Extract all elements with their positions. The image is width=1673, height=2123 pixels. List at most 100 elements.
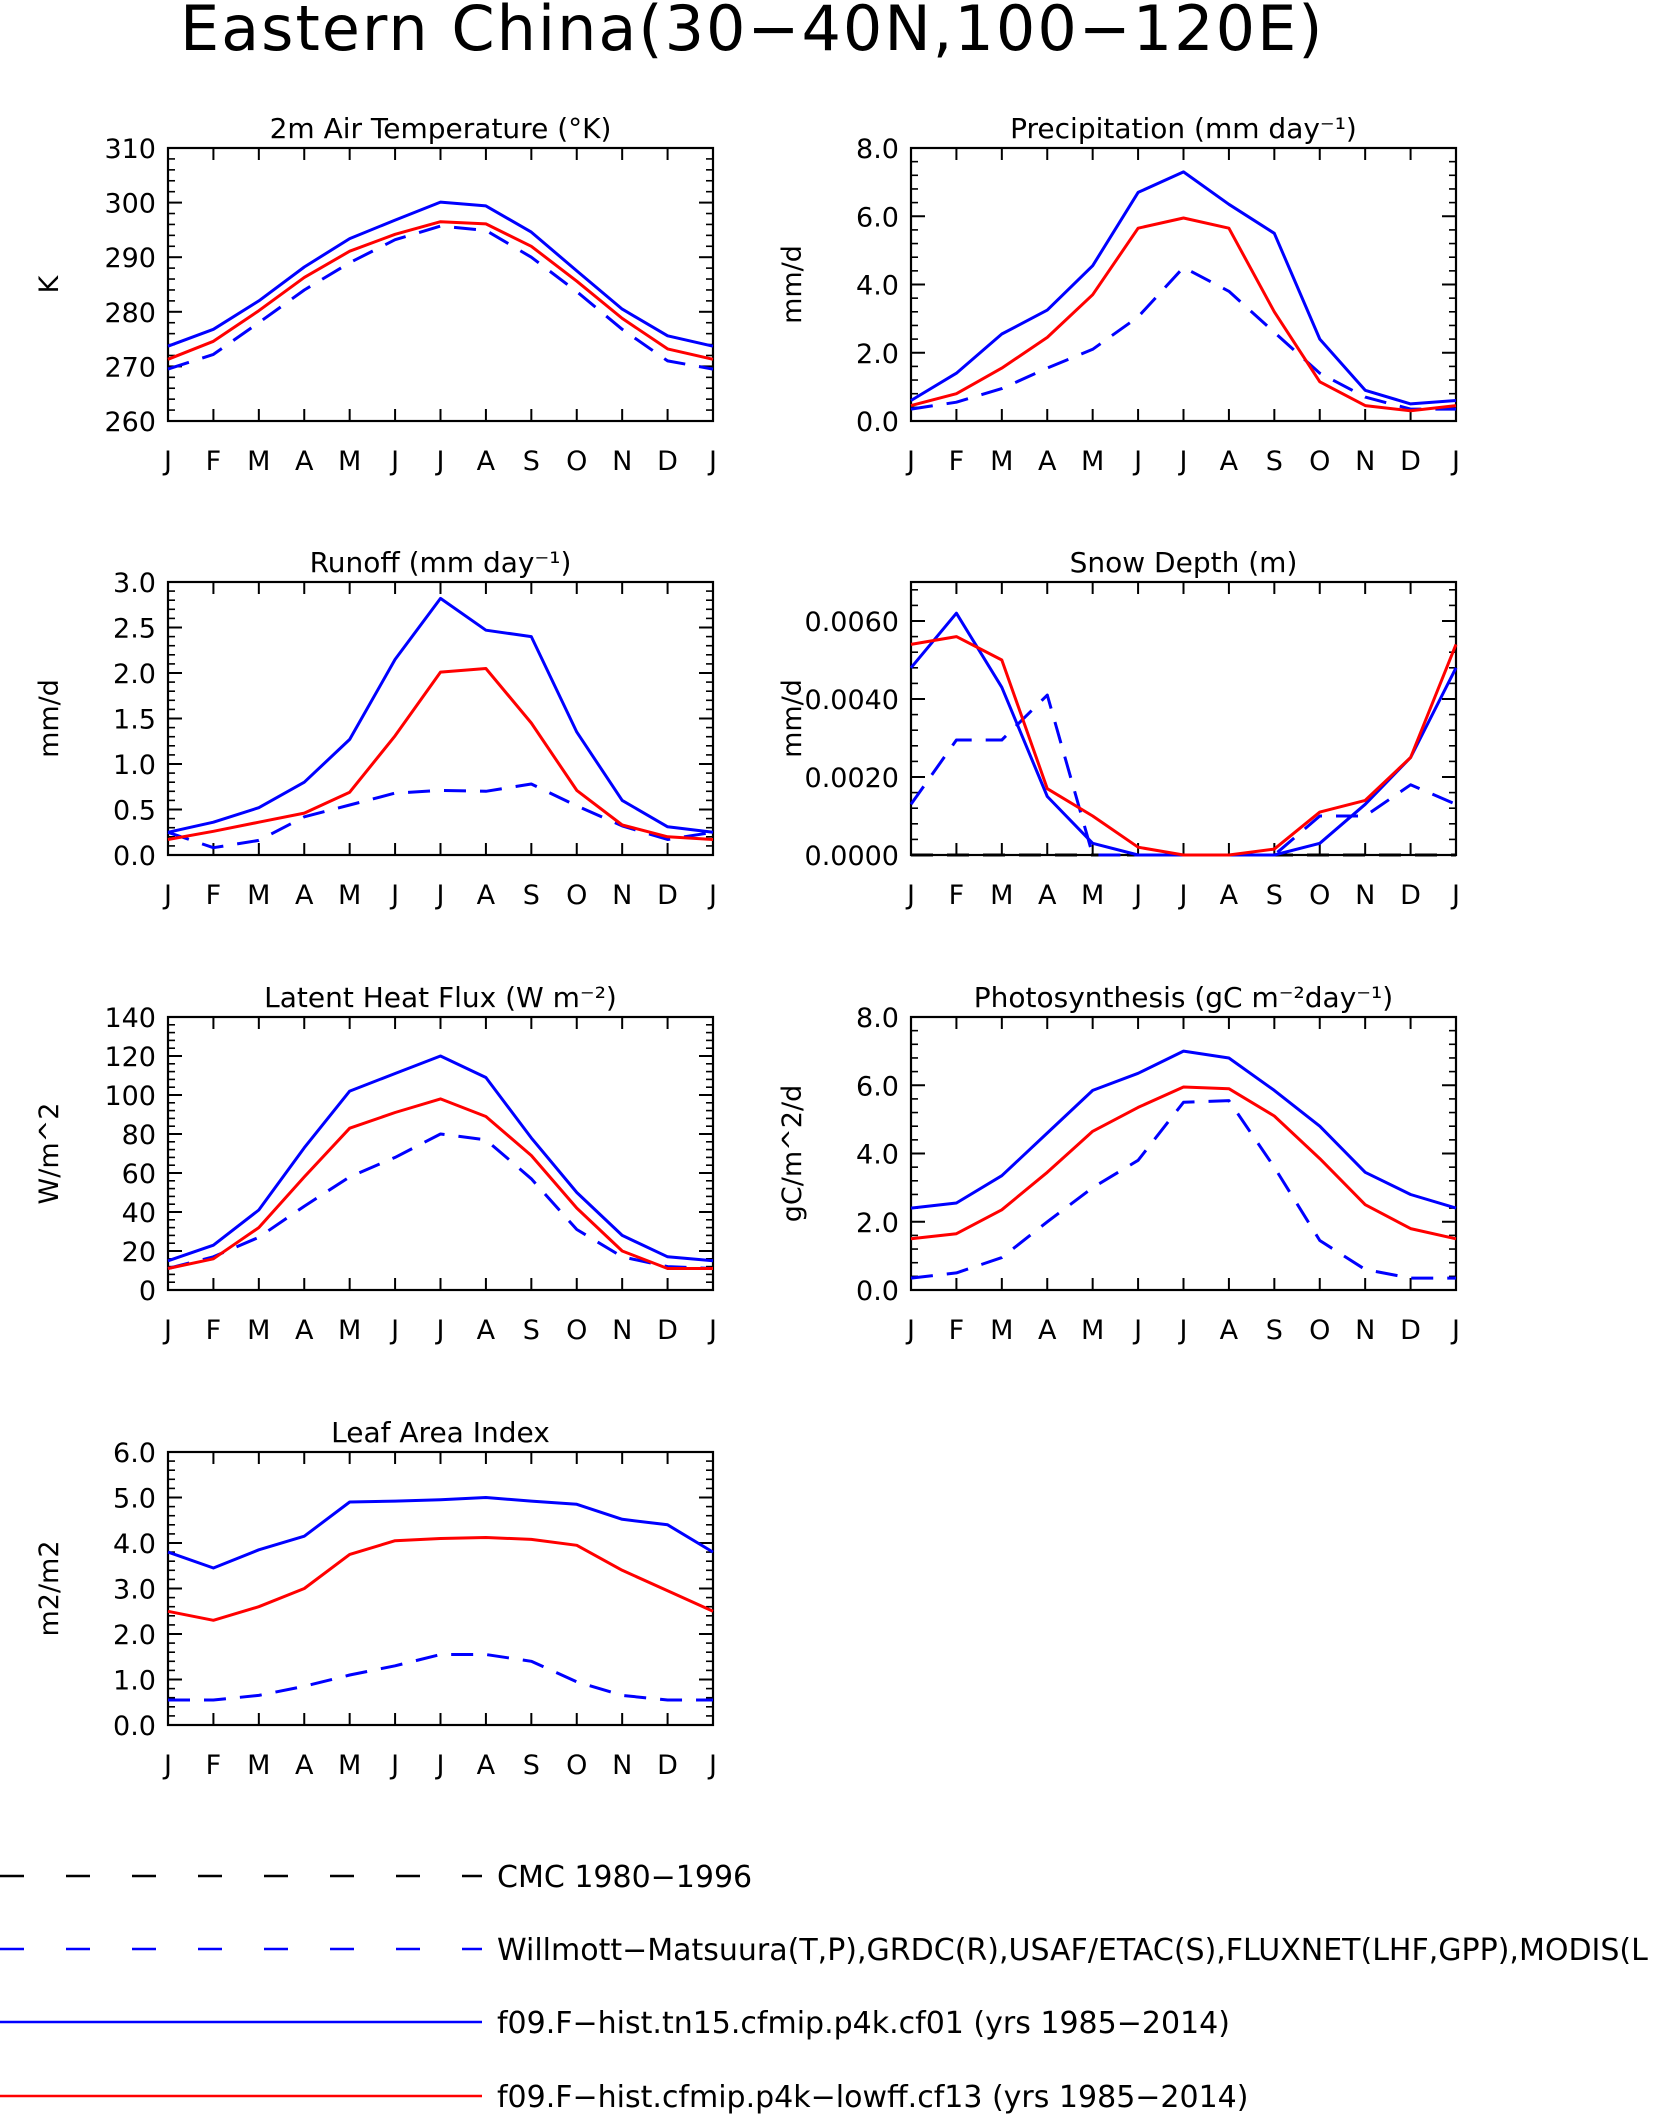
x-tick-label: D (1400, 880, 1421, 911)
x-tick-label: N (1355, 1315, 1375, 1346)
series-line-cf01 (167, 1054, 714, 1263)
y-tick-label: 290 (104, 243, 156, 274)
x-tick-label: M (247, 1315, 270, 1346)
series-line-cf13 (167, 220, 714, 361)
x-tick-label: A (295, 1750, 314, 1781)
x-tick-label: J (389, 880, 399, 911)
x-tick-label: S (1266, 446, 1283, 477)
series-line-obs (167, 224, 714, 371)
x-tick-label: S (523, 446, 540, 477)
x-tick-label: M (247, 880, 270, 911)
series-line-cf01 (167, 596, 714, 834)
x-tick-label: M (990, 880, 1013, 911)
x-tick-label: J (707, 1750, 717, 1781)
series-line-cf13 (910, 216, 1457, 413)
legend-label: f09.F−hist.cfmip.p4k−lowff.cf13 (yrs 198… (497, 2080, 1248, 2115)
y-tick-label: 4.0 (856, 1140, 899, 1171)
y-axis-label: mm/d (777, 679, 808, 758)
x-tick-label: F (206, 1750, 222, 1781)
x-tick-label: M (338, 446, 361, 477)
y-tick-label: 1.5 (113, 705, 156, 736)
series-line-obs (910, 265, 1456, 411)
y-tick-label: 270 (104, 352, 156, 383)
x-tick-label: M (990, 446, 1013, 477)
x-tick-label: M (1081, 1315, 1104, 1346)
x-tick-label: J (1132, 446, 1142, 477)
x-tick-label: F (949, 1315, 965, 1346)
x-tick-label: D (657, 1750, 678, 1781)
legend-label: Willmott−Matsuura(T,P),GRDC(R),USAF/ETAC… (497, 1933, 1648, 1968)
y-tick-label: 4.0 (113, 1529, 156, 1560)
y-tick-label: 8.0 (856, 1003, 899, 1034)
x-tick-label: F (206, 880, 222, 911)
y-tick-label: 260 (104, 407, 156, 438)
y-tick-label: 8.0 (856, 134, 899, 165)
x-tick-label: D (1400, 1315, 1421, 1346)
y-tick-label: 60 (122, 1159, 156, 1190)
y-tick-label: 0.0020 (805, 763, 899, 794)
x-tick-label: M (247, 446, 270, 477)
x-tick-label: J (905, 1315, 915, 1346)
x-tick-label: F (949, 880, 965, 911)
y-tick-label: 310 (104, 134, 156, 165)
x-tick-label: M (1081, 880, 1104, 911)
x-tick-label: A (295, 1315, 314, 1346)
series-line-cf01 (167, 200, 714, 348)
series-line-cf13 (167, 667, 714, 841)
x-tick-label: A (1220, 446, 1239, 477)
y-tick-label: 2.0 (856, 1208, 899, 1239)
y-tick-label: 2.0 (856, 339, 899, 370)
panel-3: J F M A M J J A S O N D J0.00.51.01.52.02.53.0Runoff… (34, 546, 717, 911)
y-tick-label: 4.0 (856, 271, 899, 302)
y-tick-label: 0 (139, 1276, 156, 1307)
x-tick-label: N (1355, 446, 1375, 477)
x-tick-label: O (566, 880, 587, 911)
x-tick-label: J (389, 1750, 399, 1781)
x-tick-label: N (1355, 880, 1375, 911)
panel-4: J F M A M J J A S O N D J0.00000.00200.00400.0060Sno… (777, 546, 1460, 911)
y-tick-label: 100 (104, 1081, 156, 1112)
x-tick-label: J (1178, 880, 1188, 911)
x-tick-label: J (707, 880, 717, 911)
x-tick-label: D (657, 1315, 678, 1346)
x-tick-label: S (523, 1750, 540, 1781)
y-tick-label: 3.0 (113, 1575, 156, 1606)
x-tick-label: J (707, 446, 717, 477)
x-tick-label: O (566, 1315, 587, 1346)
y-tick-label: 0.0 (856, 407, 899, 438)
x-tick-label: A (295, 446, 314, 477)
panel-title: Leaf Area Index (331, 1416, 550, 1449)
x-tick-label: J (1132, 1315, 1142, 1346)
x-tick-label: J (435, 446, 445, 477)
y-tick-label: 0.0060 (805, 607, 899, 638)
series-line-obs (167, 1132, 714, 1270)
plot-frame (166, 146, 715, 423)
series-line-cf13 (910, 635, 1458, 857)
y-tick-label: 0.5 (113, 796, 156, 827)
x-tick-label: J (905, 446, 915, 477)
y-tick-label: 80 (122, 1120, 156, 1151)
y-tick-label: 300 (104, 189, 156, 220)
y-tick-label: 2.0 (113, 1620, 156, 1651)
x-tick-label: S (523, 880, 540, 911)
x-tick-label: O (1309, 1315, 1330, 1346)
plot-frame (909, 580, 1458, 857)
plot-frame (909, 1015, 1458, 1292)
y-tick-label: 2.0 (113, 659, 156, 690)
series-line-obs (910, 1099, 1456, 1280)
y-tick-label: 0.0 (113, 1711, 156, 1742)
x-tick-label: J (1178, 1315, 1188, 1346)
panel-title: 2m Air Temperature (°K) (270, 112, 612, 145)
x-tick-label: J (1132, 880, 1142, 911)
x-tick-label: O (566, 1750, 587, 1781)
x-tick-label: A (477, 880, 496, 911)
x-tick-label: A (477, 446, 496, 477)
x-tick-label: N (612, 1315, 632, 1346)
x-tick-label: O (566, 446, 587, 477)
x-tick-label: J (389, 1315, 399, 1346)
x-tick-label: O (1309, 880, 1330, 911)
panel-2: J F M A M J J A S O N D J0.02.04.06.08.0Precipitatio… (777, 112, 1460, 477)
